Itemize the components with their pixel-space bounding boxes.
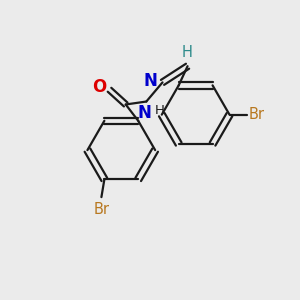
Text: O: O — [92, 78, 106, 96]
Text: N: N — [143, 72, 157, 90]
Text: H: H — [182, 45, 193, 60]
Text: H: H — [154, 104, 164, 117]
Text: Br: Br — [93, 202, 110, 217]
Text: Br: Br — [249, 107, 265, 122]
Text: N: N — [138, 104, 152, 122]
